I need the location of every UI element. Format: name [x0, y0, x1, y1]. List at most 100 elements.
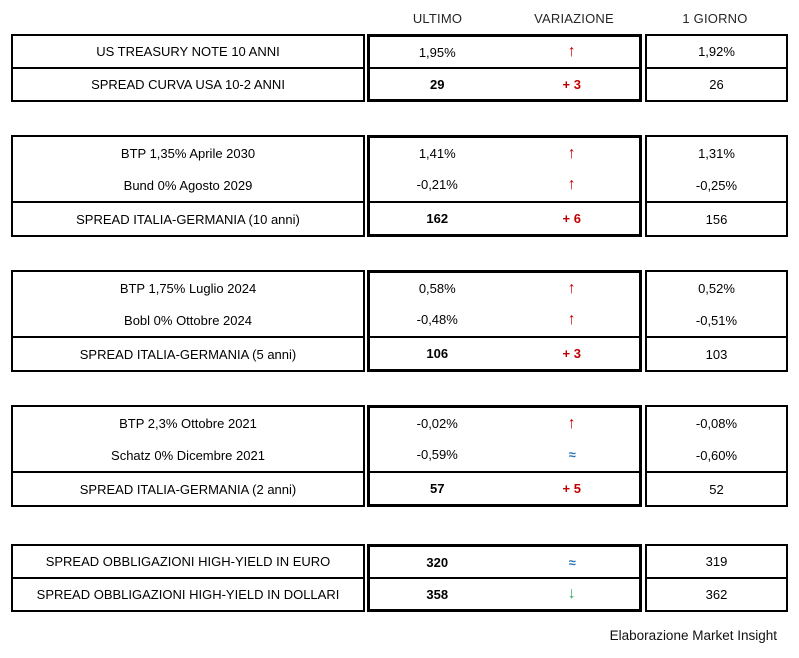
- variazione-delta: + 5: [562, 480, 581, 496]
- source-credit: Elaborazione Market Insight: [609, 628, 777, 643]
- column-header-row: ULTIMO VARIAZIONE 1 GIORNO: [11, 7, 788, 29]
- variazione-cell: + 3: [505, 69, 640, 99]
- up-arrow-icon: ↑: [567, 310, 576, 328]
- label-column: SPREAD OBBLIGAZIONI HIGH-YIELD IN EURO SP…: [11, 544, 365, 612]
- bond-block: SPREAD OBBLIGAZIONI HIGH-YIELD IN EURO SP…: [11, 544, 788, 612]
- variazione-cell: + 6: [505, 203, 640, 234]
- variazione-cell: ≈: [505, 547, 640, 577]
- up-arrow-icon: ↑: [567, 43, 576, 60]
- table-row: 106 + 3: [370, 335, 640, 369]
- label-column: BTP 1,35% Aprile 2030 Bund 0% Agosto 2029…: [11, 135, 365, 237]
- one-day-value: -0,25%: [695, 177, 738, 193]
- column-header-ultimo: ULTIMO: [412, 10, 463, 26]
- table-row: -0,59% ≈: [370, 439, 639, 470]
- table-row: 320 ≈: [370, 547, 639, 577]
- up-arrow-icon: ↑: [567, 144, 576, 162]
- value-box: 1,41% ↑ -0,21% ↑ 162 + 6: [367, 135, 642, 237]
- ultimo-value: -0,21%: [416, 177, 458, 193]
- down-arrow-icon: ↓: [567, 585, 576, 602]
- column-header-1-giorno: 1 GIORNO: [682, 10, 748, 26]
- value-box: 0,58% ↑ -0,48% ↑ 106 + 3: [367, 270, 642, 372]
- one-day-value: -0,08%: [695, 415, 738, 431]
- ultimo-value: 1,41%: [418, 146, 456, 162]
- bond-block: BTP 2,3% Ottobre 2021 Schatz 0% Dicembre …: [11, 405, 788, 507]
- flat-arrow-icon: ≈: [568, 554, 576, 570]
- table-row: 1,41% ↑: [370, 138, 639, 169]
- variazione-delta: + 3: [562, 76, 581, 92]
- one-day-value: 362: [647, 577, 786, 610]
- variazione-cell: ↑: [505, 138, 640, 169]
- variazione-delta: + 3: [562, 345, 581, 361]
- ultimo-value: 1,95%: [418, 44, 456, 60]
- one-day-column: -0,08% -0,60% 52: [645, 405, 788, 507]
- variazione-cell: ↑: [505, 304, 640, 335]
- one-day-column: 319 362: [645, 544, 788, 612]
- bond-block: BTP 1,75% Luglio 2024 Bobl 0% Ottobre 202…: [11, 270, 788, 372]
- row-label: BTP 1,35% Aprile 2030: [120, 145, 256, 161]
- one-day-value: 0,52%: [698, 280, 735, 296]
- row-label: BTP 2,3% Ottobre 2021: [119, 415, 257, 431]
- one-day-value: -0,51%: [695, 312, 738, 328]
- table-row: 162 + 6: [370, 200, 640, 234]
- bond-block: BTP 1,35% Aprile 2030 Bund 0% Agosto 2029…: [11, 135, 788, 237]
- variazione-cell: + 3: [505, 338, 640, 369]
- table-row: 358 ↓: [370, 577, 639, 609]
- ultimo-value: -0,48%: [416, 312, 458, 328]
- ultimo-value: 358: [426, 586, 449, 602]
- variazione-cell: ↑: [505, 37, 640, 67]
- ultimo-value: 162: [426, 210, 449, 226]
- label-column: BTP 1,75% Luglio 2024 Bobl 0% Ottobre 202…: [11, 270, 365, 372]
- one-day-value: 1,31%: [698, 145, 735, 161]
- label-column: US TREASURY NOTE 10 ANNI SPREAD CURVA USA…: [11, 34, 365, 102]
- one-day-column: 1,92% 26: [645, 34, 788, 102]
- row-label: Bobl 0% Ottobre 2024: [124, 312, 252, 328]
- variazione-cell: ↓: [505, 579, 640, 609]
- column-header-variazione: VARIAZIONE: [534, 10, 614, 26]
- value-box: 1,95% ↑ 29 + 3: [367, 34, 642, 102]
- variazione-delta: + 6: [562, 210, 581, 226]
- label-column: BTP 2,3% Ottobre 2021 Schatz 0% Dicembre …: [11, 405, 365, 507]
- ultimo-value: -0,02%: [416, 416, 458, 432]
- row-label: SPREAD ITALIA-GERMANIA (2 anni): [13, 471, 363, 505]
- table-row: 0,58% ↑: [370, 273, 639, 304]
- one-day-value: 103: [647, 336, 786, 370]
- row-label: BTP 1,75% Luglio 2024: [119, 280, 257, 296]
- flat-arrow-icon: ≈: [568, 447, 576, 463]
- row-label: US TREASURY NOTE 10 ANNI: [96, 44, 280, 59]
- one-day-value: 52: [647, 471, 786, 505]
- ultimo-value: 57: [430, 480, 445, 496]
- one-day-value: 1,92%: [698, 44, 735, 59]
- variazione-cell: ↑: [505, 408, 640, 439]
- variazione-cell: ↑: [505, 273, 640, 304]
- row-label: SPREAD OBBLIGAZIONI HIGH-YIELD IN DOLLAR…: [13, 577, 363, 610]
- row-label: SPREAD OBBLIGAZIONI HIGH-YIELD IN EURO: [45, 554, 331, 569]
- up-arrow-icon: ↑: [567, 175, 576, 193]
- row-label: SPREAD ITALIA-GERMANIA (10 anni): [13, 201, 363, 235]
- table-row: 57 + 5: [370, 470, 640, 504]
- one-day-value: 156: [647, 201, 786, 235]
- ultimo-value: 29: [430, 76, 445, 92]
- table-row: 29 + 3: [370, 67, 639, 99]
- row-label: Bund 0% Agosto 2029: [123, 177, 253, 193]
- variazione-cell: ↑: [505, 169, 640, 200]
- up-arrow-icon: ↑: [567, 414, 576, 432]
- value-box: -0,02% ↑ -0,59% ≈ 57 + 5: [367, 405, 642, 507]
- row-label: SPREAD CURVA USA 10-2 ANNI: [13, 67, 363, 100]
- table-row: -0,48% ↑: [370, 304, 639, 335]
- row-label: Schatz 0% Dicembre 2021: [111, 447, 265, 463]
- variazione-cell: + 5: [505, 473, 640, 504]
- one-day-value: 26: [647, 67, 786, 100]
- table-row: 1,95% ↑: [370, 37, 639, 67]
- variazione-cell: ≈: [505, 439, 640, 470]
- bond-block: US TREASURY NOTE 10 ANNI SPREAD CURVA USA…: [11, 34, 788, 102]
- one-day-value: -0,60%: [695, 447, 738, 463]
- ultimo-value: 320: [426, 554, 449, 570]
- row-label: SPREAD ITALIA-GERMANIA (5 anni): [13, 336, 363, 370]
- table-row: -0,02% ↑: [370, 408, 639, 439]
- table-row: -0,21% ↑: [370, 169, 639, 200]
- market-table: ULTIMO VARIAZIONE 1 GIORNO US TREASURY N…: [11, 7, 788, 643]
- one-day-column: 1,31% -0,25% 156: [645, 135, 788, 237]
- one-day-column: 0,52% -0,51% 103: [645, 270, 788, 372]
- up-arrow-icon: ↑: [567, 279, 576, 297]
- table-blocks: US TREASURY NOTE 10 ANNI SPREAD CURVA USA…: [11, 34, 788, 612]
